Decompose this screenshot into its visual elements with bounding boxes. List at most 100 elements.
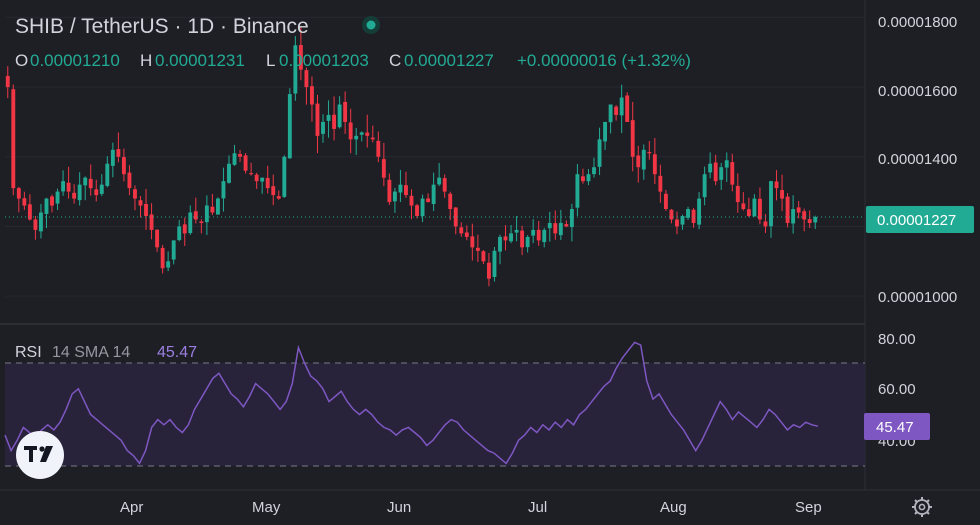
candle-body xyxy=(636,155,641,168)
candle-body xyxy=(166,261,171,268)
time-axis[interactable]: Apr May Jun Jul Aug Sep xyxy=(120,499,822,516)
candle-body xyxy=(116,149,121,157)
candle-body xyxy=(287,94,292,159)
candle-body xyxy=(719,167,724,180)
candle-body xyxy=(652,154,657,175)
candle-body xyxy=(282,156,287,197)
candle-body xyxy=(193,211,198,220)
candle-body xyxy=(276,196,281,199)
rsi-pane[interactable] xyxy=(4,341,865,467)
candle-body xyxy=(426,198,431,203)
candle-body xyxy=(387,179,392,203)
ohlc-key-close: C xyxy=(389,51,401,70)
candle-body xyxy=(459,227,464,234)
candle-body xyxy=(160,247,165,269)
candle-body xyxy=(503,236,508,241)
candle-body xyxy=(182,224,187,234)
candle-body xyxy=(72,192,77,199)
candle-body xyxy=(730,162,735,185)
time-tick: Sep xyxy=(795,499,822,516)
candle-body xyxy=(133,189,137,199)
candle-body xyxy=(392,191,397,202)
candle-body xyxy=(83,177,88,186)
candle-body xyxy=(210,206,215,213)
candle-body xyxy=(61,181,66,192)
candle-body xyxy=(746,209,751,216)
candle-body xyxy=(337,104,342,128)
price-pane[interactable] xyxy=(5,16,865,297)
candle-body xyxy=(614,106,619,115)
candle-body xyxy=(603,121,608,142)
candle-body xyxy=(724,160,729,168)
rsi-tick: 80.00 xyxy=(878,331,916,348)
candle-body xyxy=(348,122,353,140)
candle-body xyxy=(293,45,298,94)
candle-body xyxy=(326,114,331,121)
candle-body xyxy=(249,173,254,175)
candle-body xyxy=(785,196,790,223)
candle-body xyxy=(77,184,82,201)
price-axis[interactable]: 0.00001800 0.00001600 0.00001400 0.00001… xyxy=(878,14,957,306)
candle-body xyxy=(88,178,93,189)
candle-body xyxy=(697,198,702,225)
candle-body xyxy=(11,89,16,189)
candle-body xyxy=(177,226,182,241)
tradingview-logo-icon[interactable] xyxy=(16,431,64,479)
candle-body xyxy=(215,198,220,215)
time-tick: Jun xyxy=(387,499,411,516)
candle-body xyxy=(44,198,49,214)
candle-body xyxy=(50,196,54,206)
symbol-title[interactable]: SHIB / TetherUS · 1D · Binance xyxy=(15,15,309,38)
candle-body xyxy=(127,172,132,189)
candle-body xyxy=(39,212,43,232)
candle-body xyxy=(658,175,663,192)
candle-body xyxy=(708,163,713,173)
rsi-band xyxy=(5,363,865,466)
candle-body xyxy=(105,163,110,186)
candle-body xyxy=(536,229,541,241)
candle-body xyxy=(298,45,303,70)
price-tick: 0.00001400 xyxy=(878,151,957,168)
candle-body xyxy=(238,153,242,157)
rsi-value-label: 45.47 xyxy=(876,419,914,436)
candle-body xyxy=(558,222,563,236)
candle-body xyxy=(498,236,502,252)
candle-body xyxy=(619,97,624,116)
candle-body xyxy=(481,251,486,262)
time-tick: May xyxy=(252,499,281,516)
candle-body xyxy=(343,101,348,122)
candle-body xyxy=(415,205,419,216)
candle-body xyxy=(16,188,21,199)
candle-body xyxy=(138,200,143,206)
candle-body xyxy=(769,181,773,227)
candle-body xyxy=(464,232,469,237)
candle-body xyxy=(99,184,104,194)
candle-body xyxy=(752,198,757,217)
candle-body xyxy=(321,121,325,134)
candle-body xyxy=(675,219,679,227)
candle-body xyxy=(514,229,519,233)
candle-body xyxy=(597,139,602,167)
candle-body xyxy=(310,86,314,105)
candle-body xyxy=(304,70,309,88)
price-tick: 0.00001600 xyxy=(878,83,957,100)
candle-body xyxy=(155,229,160,248)
candle-body xyxy=(243,155,248,171)
candle-body xyxy=(647,151,652,154)
candle-body xyxy=(94,189,99,196)
candle-body xyxy=(547,222,552,229)
candle-body xyxy=(575,174,580,208)
time-tick: Apr xyxy=(120,499,143,516)
candle-body xyxy=(686,209,690,218)
gear-icon[interactable] xyxy=(912,497,932,517)
candle-body xyxy=(453,207,458,227)
candle-body xyxy=(442,178,447,192)
candle-body xyxy=(409,195,414,206)
candle-body xyxy=(486,262,491,279)
candle-body xyxy=(398,184,403,193)
rsi-value-badge xyxy=(864,413,930,440)
rsi-legend-name[interactable]: RSI xyxy=(15,344,42,361)
candle-body xyxy=(741,203,746,210)
candle-body xyxy=(492,250,497,278)
